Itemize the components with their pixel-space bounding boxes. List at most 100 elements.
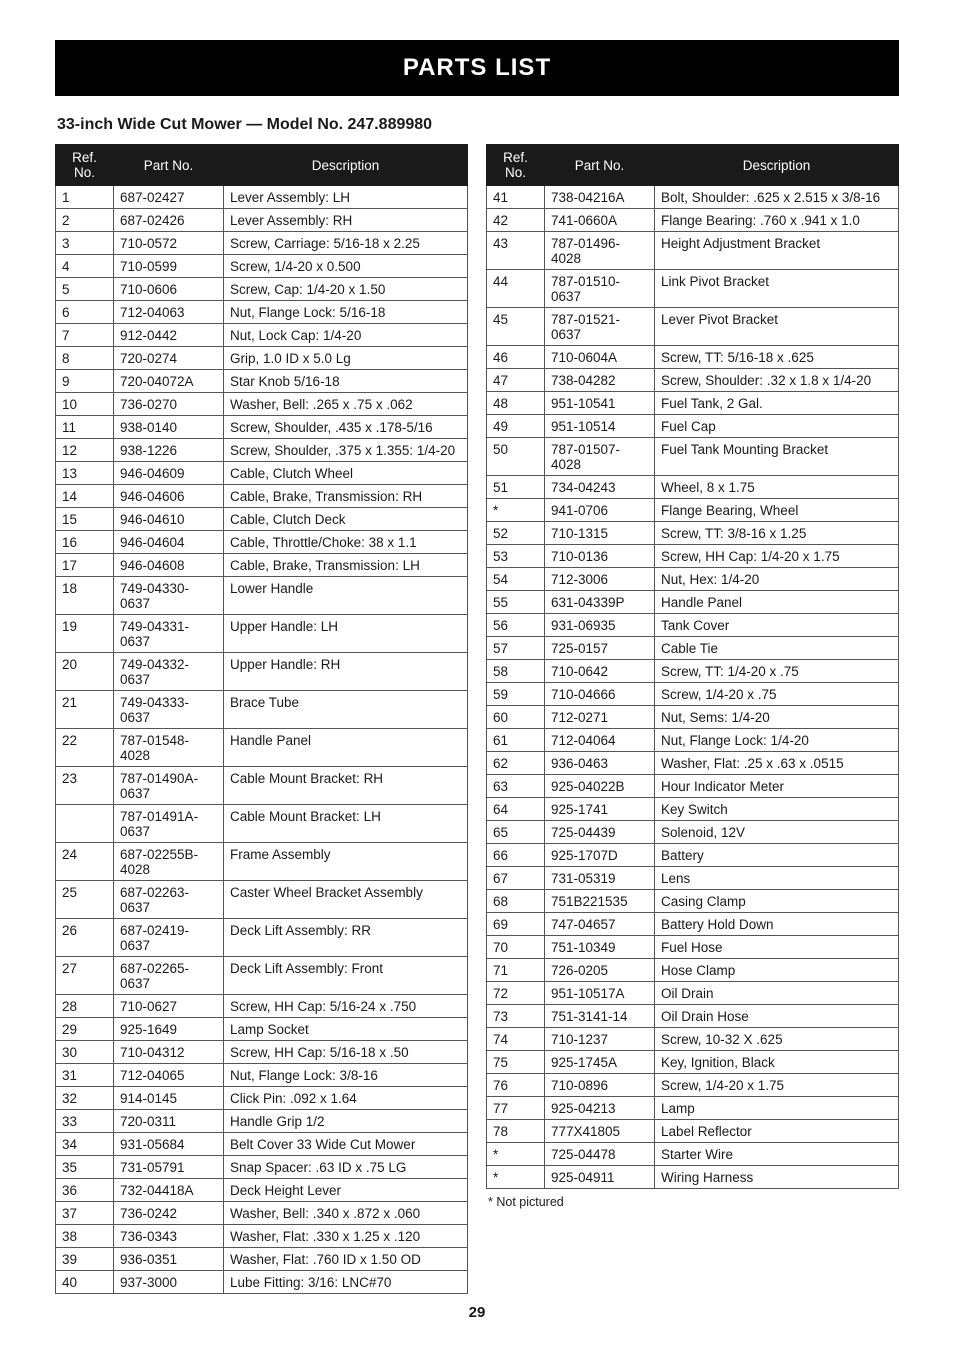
cell-desc: Washer, Flat: .330 x 1.25 x .120 xyxy=(224,1225,468,1248)
cell-ref: 43 xyxy=(487,232,545,270)
cell-ref: 60 xyxy=(487,706,545,729)
table-row: 68751B221535Casing Clamp xyxy=(487,890,899,913)
table-row: 8720-0274Grip, 1.0 ID x 5.0 Lg xyxy=(56,347,468,370)
table-row: 45787-01521-0637Lever Pivot Bracket xyxy=(487,308,899,346)
cell-desc: Frame Assembly xyxy=(224,843,468,881)
cell-part: 687-02255B-4028 xyxy=(114,843,224,881)
header-desc: Description xyxy=(655,145,899,186)
cell-ref xyxy=(56,805,114,843)
cell-part: 725-0157 xyxy=(545,637,655,660)
cell-desc: Washer, Bell: .340 x .872 x .060 xyxy=(224,1202,468,1225)
cell-part: 787-01510-0637 xyxy=(545,270,655,308)
cell-desc: Star Knob 5/16-18 xyxy=(224,370,468,393)
cell-part: 710-0572 xyxy=(114,232,224,255)
cell-ref: 11 xyxy=(56,416,114,439)
cell-ref: 69 xyxy=(487,913,545,936)
table-row: 47738-04282Screw, Shoulder: .32 x 1.8 x … xyxy=(487,369,899,392)
cell-desc: Fuel Cap xyxy=(655,415,899,438)
cell-desc: Height Adjustment Bracket xyxy=(655,232,899,270)
cell-part: 787-01491A-0637 xyxy=(114,805,224,843)
cell-ref: 31 xyxy=(56,1064,114,1087)
cell-ref: 63 xyxy=(487,775,545,798)
cell-desc: Screw, TT: 5/16-18 x .625 xyxy=(655,346,899,369)
cell-part: 741-0660A xyxy=(545,209,655,232)
cell-part: 951-10517A xyxy=(545,982,655,1005)
table-row: 2687-02426Lever Assembly: RH xyxy=(56,209,468,232)
cell-ref: 57 xyxy=(487,637,545,660)
cell-desc: Wiring Harness xyxy=(655,1166,899,1189)
cell-part: 777X41805 xyxy=(545,1120,655,1143)
cell-desc: Deck Height Lever xyxy=(224,1179,468,1202)
table-row: 787-01491A-0637Cable Mount Bracket: LH xyxy=(56,805,468,843)
cell-part: 946-04604 xyxy=(114,531,224,554)
cell-part: 720-04072A xyxy=(114,370,224,393)
cell-part: 731-05791 xyxy=(114,1156,224,1179)
cell-desc: Flange Bearing: .760 x .941 x 1.0 xyxy=(655,209,899,232)
cell-ref: 14 xyxy=(56,485,114,508)
table-row: 59710-04666Screw, 1/4-20 x .75 xyxy=(487,683,899,706)
cell-ref: 71 xyxy=(487,959,545,982)
cell-desc: Cable, Brake, Transmission: RH xyxy=(224,485,468,508)
cell-ref: 26 xyxy=(56,919,114,957)
table-row: 11938-0140Screw, Shoulder, .435 x .178-5… xyxy=(56,416,468,439)
cell-part: 951-10514 xyxy=(545,415,655,438)
cell-ref: 42 xyxy=(487,209,545,232)
cell-ref: 39 xyxy=(56,1248,114,1271)
table-row: 20749-04332-0637Upper Handle: RH xyxy=(56,653,468,691)
cell-part: 736-0343 xyxy=(114,1225,224,1248)
cell-desc: Cable Mount Bracket: LH xyxy=(224,805,468,843)
cell-ref: 74 xyxy=(487,1028,545,1051)
table-row: 51734-04243Wheel, 8 x 1.75 xyxy=(487,476,899,499)
cell-ref: 78 xyxy=(487,1120,545,1143)
table-row: 17946-04608Cable, Brake, Transmission: L… xyxy=(56,554,468,577)
cell-ref: 65 xyxy=(487,821,545,844)
table-row: 22787-01548-4028Handle Panel xyxy=(56,729,468,767)
cell-ref: * xyxy=(487,499,545,522)
table-row: 46710-0604AScrew, TT: 5/16-18 x .625 xyxy=(487,346,899,369)
cell-part: 720-0311 xyxy=(114,1110,224,1133)
header-ref: Ref. No. xyxy=(487,145,545,186)
cell-part: 734-04243 xyxy=(545,476,655,499)
cell-part: 687-02263-0637 xyxy=(114,881,224,919)
table-row: 74710-1237Screw, 10-32 X .625 xyxy=(487,1028,899,1051)
table-row: 43787-01496-4028Height Adjustment Bracke… xyxy=(487,232,899,270)
cell-ref: 46 xyxy=(487,346,545,369)
cell-ref: 54 xyxy=(487,568,545,591)
cell-ref: 29 xyxy=(56,1018,114,1041)
cell-part: 687-02419-0637 xyxy=(114,919,224,957)
table-row: 37736-0242Washer, Bell: .340 x .872 x .0… xyxy=(56,1202,468,1225)
cell-ref: 3 xyxy=(56,232,114,255)
cell-desc: Nut, Flange Lock: 1/4-20 xyxy=(655,729,899,752)
cell-desc: Snap Spacer: .63 ID x .75 LG xyxy=(224,1156,468,1179)
table-row: 52710-1315Screw, TT: 3/8-16 x 1.25 xyxy=(487,522,899,545)
table-row: 29925-1649Lamp Socket xyxy=(56,1018,468,1041)
cell-desc: Screw, Cap: 1/4-20 x 1.50 xyxy=(224,278,468,301)
table-row: 65725-04439Solenoid, 12V xyxy=(487,821,899,844)
cell-part: 738-04282 xyxy=(545,369,655,392)
cell-desc: Hour Indicator Meter xyxy=(655,775,899,798)
cell-desc: Click Pin: .092 x 1.64 xyxy=(224,1087,468,1110)
cell-ref: 6 xyxy=(56,301,114,324)
cell-desc: Screw, TT: 3/8-16 x 1.25 xyxy=(655,522,899,545)
cell-part: 710-1237 xyxy=(545,1028,655,1051)
cell-desc: Washer, Bell: .265 x .75 x .062 xyxy=(224,393,468,416)
cell-desc: Screw, HH Cap: 1/4-20 x 1.75 xyxy=(655,545,899,568)
cell-part: 946-04608 xyxy=(114,554,224,577)
cell-ref: 62 xyxy=(487,752,545,775)
cell-desc: Solenoid, 12V xyxy=(655,821,899,844)
cell-ref: 40 xyxy=(56,1271,114,1294)
table-row: 15946-04610Cable, Clutch Deck xyxy=(56,508,468,531)
cell-desc: Caster Wheel Bracket Assembly xyxy=(224,881,468,919)
cell-part: 738-04216A xyxy=(545,186,655,209)
table-row: 42741-0660AFlange Bearing: .760 x .941 x… xyxy=(487,209,899,232)
cell-desc: Nut, Sems: 1/4-20 xyxy=(655,706,899,729)
cell-desc: Lube Fitting: 3/16: LNC#70 xyxy=(224,1271,468,1294)
cell-ref: 50 xyxy=(487,438,545,476)
cell-part: 736-0242 xyxy=(114,1202,224,1225)
table-row: 75925-1745AKey, Ignition, Black xyxy=(487,1051,899,1074)
cell-desc: Casing Clamp xyxy=(655,890,899,913)
cell-ref: 59 xyxy=(487,683,545,706)
cell-part: 751-3141-14 xyxy=(545,1005,655,1028)
cell-part: 712-04064 xyxy=(545,729,655,752)
cell-desc: Screw, Shoulder, .435 x .178-5/16 xyxy=(224,416,468,439)
